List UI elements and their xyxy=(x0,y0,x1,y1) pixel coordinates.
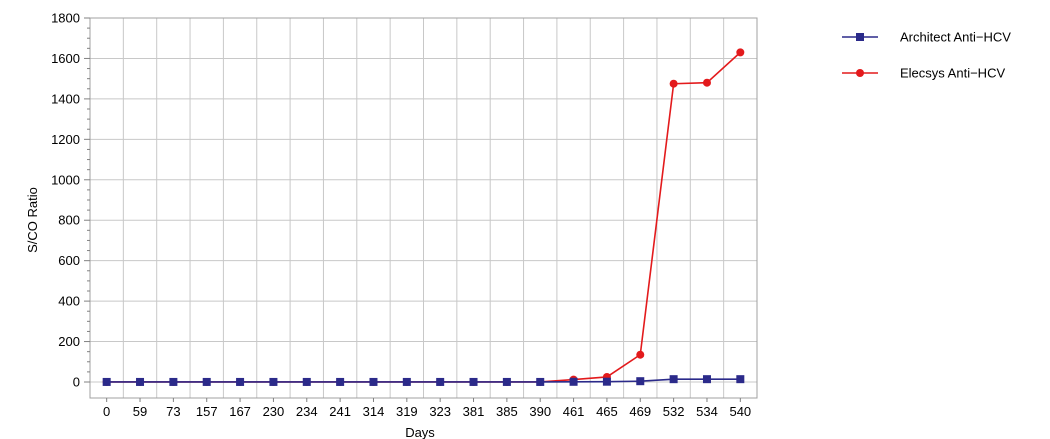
x-tick-label: 230 xyxy=(263,404,285,419)
data-point xyxy=(136,378,144,386)
x-tick-label: 167 xyxy=(229,404,251,419)
x-tick-label: 157 xyxy=(196,404,218,419)
y-tick-label: 1800 xyxy=(51,11,80,26)
data-point xyxy=(636,377,644,385)
tick-labels: 0 200 400 600 800 1000 1200 1400 1600 1800 0 59 73 15… xyxy=(51,11,751,420)
x-tick-label: 319 xyxy=(396,404,418,419)
data-point xyxy=(269,378,277,386)
data-point xyxy=(703,375,711,383)
x-tick-label: 381 xyxy=(463,404,485,419)
data-point xyxy=(470,378,478,386)
x-tick-label: 469 xyxy=(629,404,651,419)
axes xyxy=(84,18,757,402)
y-tick-label: 600 xyxy=(58,253,80,268)
data-point xyxy=(203,378,211,386)
data-point xyxy=(336,378,344,386)
x-tick-label: 0 xyxy=(103,404,110,419)
data-point xyxy=(303,378,311,386)
x-tick-label: 59 xyxy=(133,404,147,419)
y-axis-label: S/CO Ratio xyxy=(25,187,40,253)
y-tick-label: 1000 xyxy=(51,172,80,187)
data-point xyxy=(236,378,244,386)
legend-marker xyxy=(856,69,864,77)
data-point xyxy=(536,378,544,386)
legend-marker xyxy=(856,33,864,41)
data-point xyxy=(503,378,511,386)
data-point xyxy=(703,79,711,87)
data-point xyxy=(736,375,744,383)
x-tick-label: 323 xyxy=(429,404,451,419)
data-point xyxy=(670,375,678,383)
x-tick-label: 461 xyxy=(563,404,585,419)
legend-label: Elecsys Anti−HCV xyxy=(900,66,1005,81)
data-point xyxy=(670,80,678,88)
data-point xyxy=(736,48,744,56)
x-axis-label: Days xyxy=(405,425,435,439)
y-tick-label: 0 xyxy=(73,375,80,390)
y-tick-label: 800 xyxy=(58,213,80,228)
x-tick-label: 390 xyxy=(529,404,551,419)
y-tick-label: 1200 xyxy=(51,132,80,147)
x-tick-label: 385 xyxy=(496,404,518,419)
data-point xyxy=(603,378,611,386)
x-tick-label: 534 xyxy=(696,404,718,419)
x-tick-label: 465 xyxy=(596,404,618,419)
legend-label: Architect Anti−HCV xyxy=(900,30,1011,45)
data-point xyxy=(169,378,177,386)
y-tick-label: 1400 xyxy=(51,91,80,106)
data-point xyxy=(103,378,111,386)
data-point xyxy=(570,378,578,386)
data-point xyxy=(369,378,377,386)
data-point xyxy=(636,351,644,359)
x-tick-label: 532 xyxy=(663,404,685,419)
x-tick-label: 234 xyxy=(296,404,318,419)
data-point xyxy=(436,378,444,386)
y-tick-label: 1600 xyxy=(51,51,80,66)
x-tick-label: 241 xyxy=(329,404,351,419)
x-tick-label: 540 xyxy=(729,404,751,419)
legend: Architect Anti−HCV Elecsys Anti−HCV xyxy=(842,30,1011,81)
data-point xyxy=(403,378,411,386)
x-tick-label: 314 xyxy=(363,404,385,419)
y-tick-label: 400 xyxy=(58,294,80,309)
y-tick-label: 200 xyxy=(58,334,80,349)
x-tick-label: 73 xyxy=(166,404,180,419)
grid xyxy=(90,18,757,398)
